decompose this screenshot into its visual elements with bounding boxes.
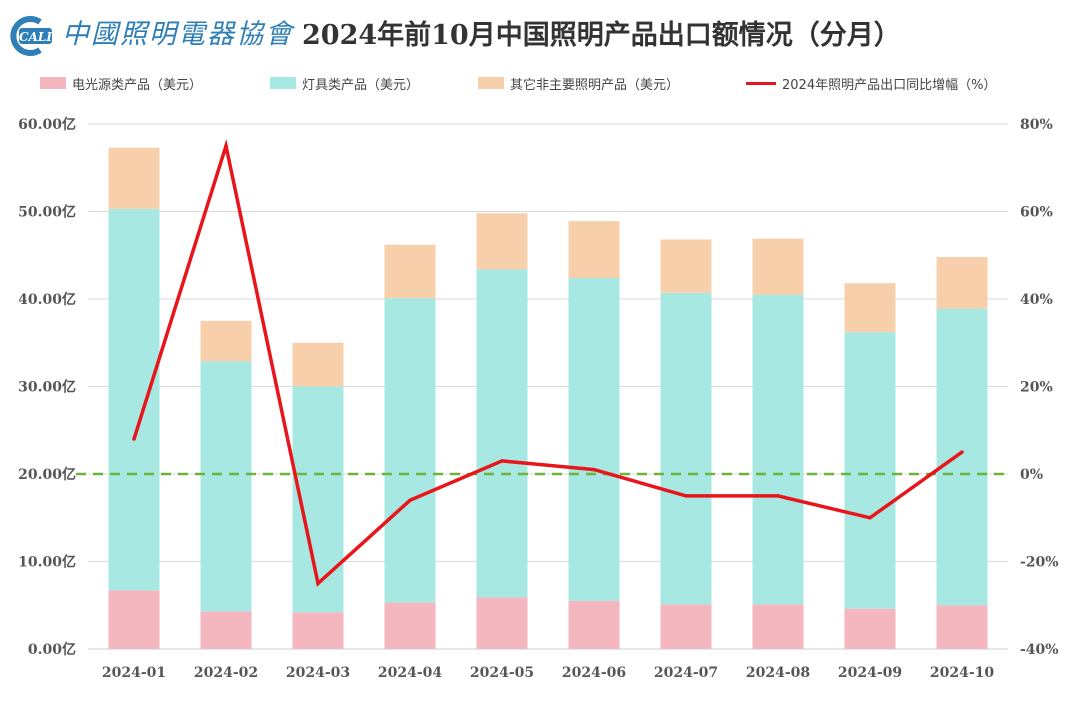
bar-segment-luminaire	[476, 269, 528, 598]
bar-segment-light-source	[200, 611, 252, 649]
bar-segment-other	[108, 147, 160, 209]
growth-line-point	[684, 494, 688, 498]
bar-segment-other	[660, 239, 712, 293]
growth-line-point	[776, 494, 780, 498]
legend-swatch-luminaire	[270, 77, 296, 89]
y-right-tick-label: 0%	[1020, 467, 1043, 483]
bar-segment-luminaire	[660, 292, 712, 605]
y-right-tick-label: 60%	[1020, 205, 1053, 221]
y-right-tick-label: -20%	[1020, 555, 1059, 571]
y-left-tick-label: 60.00亿	[18, 116, 76, 133]
growth-line-point	[592, 467, 596, 472]
bar-segment-light-source	[108, 590, 160, 649]
legend-label-other: 其它非主要照明产品（美元）	[510, 77, 680, 93]
logo-badge-text: CALI	[19, 30, 52, 44]
bar-segment-light-source	[752, 604, 804, 649]
bar-segment-luminaire	[752, 294, 804, 605]
logo-c-icon	[10, 16, 42, 56]
y-left-tick-label: 30.00亿	[18, 379, 76, 396]
bar-segment-other	[568, 221, 620, 278]
growth-line-point	[408, 498, 412, 503]
bar-segment-other	[752, 238, 804, 295]
y-axis-left: 0.00亿 10.00亿 20.00亿 30.00亿 40.00亿 50.00亿 60.00…	[18, 116, 76, 658]
bar-segment-light-source	[936, 605, 988, 649]
x-tick-label: 2024-09	[838, 665, 902, 681]
growth-line-point	[316, 581, 320, 586]
x-tick-label: 2024-07	[654, 665, 718, 681]
legend-label-light-source: 电光源类产品（美元）	[72, 77, 203, 93]
x-tick-label: 2024-01	[102, 665, 166, 681]
bar-segment-other	[384, 244, 436, 299]
bar-segment-light-source	[292, 612, 344, 649]
bar-segment-luminaire	[568, 278, 620, 601]
growth-line-point	[960, 450, 964, 454]
y-left-tick-label: 10.00亿	[18, 554, 76, 571]
legend-label-luminaire: 灯具类产品（美元）	[302, 77, 420, 93]
bar-segment-light-source	[844, 608, 896, 649]
x-tick-label: 2024-04	[378, 665, 443, 681]
stacked-bar-line-chart: 0.00亿 10.00亿 20.00亿 30.00亿 40.00亿 50.00亿 60.00…	[18, 116, 1059, 681]
growth-line-point	[132, 437, 136, 441]
y-right-tick-label: 80%	[1020, 117, 1053, 133]
x-tick-label: 2024-05	[470, 665, 534, 681]
x-tick-label: 2024-10	[930, 665, 995, 681]
x-tick-label: 2024-02	[194, 665, 258, 681]
bar-segment-other	[292, 342, 344, 387]
bar-segment-light-source	[660, 604, 712, 649]
legend-swatch-light-source	[40, 77, 66, 89]
bar-segment-luminaire	[384, 298, 436, 603]
chart-title: 2024年前10月中国照明产品出口额情况（分月）	[302, 20, 901, 51]
y-left-tick-label: 40.00亿	[18, 291, 76, 308]
logo-badge: CALI	[10, 16, 52, 56]
y-left-tick-label: 0.00亿	[28, 641, 76, 658]
legend: 电光源类产品（美元） 灯具类产品（美元） 其它非主要照明产品（美元） 2024年…	[40, 72, 1070, 94]
growth-line-point	[224, 144, 228, 148]
bar-segment-light-source	[568, 600, 620, 649]
legend-item-other: 其它非主要照明产品（美元）	[478, 72, 679, 94]
header: CALI 中國照明電器協會 2024年前10月中国照明产品出口额情况（分月）	[0, 0, 1080, 62]
legend-item-luminaire: 灯具类产品（美元）	[270, 72, 419, 94]
bar-segment-luminaire	[108, 208, 160, 591]
bar-segment-luminaire	[936, 308, 988, 606]
x-tick-label: 2024-06	[562, 665, 626, 681]
y-axis-right: -40% -20% 0% 20% 40% 60% 80%	[1020, 117, 1059, 658]
legend-swatch-other	[478, 77, 504, 89]
growth-line-point	[868, 515, 872, 520]
bar-segment-light-source	[476, 597, 528, 649]
legend-label-growth: 2024年照明产品出口同比增幅（%）	[782, 77, 997, 93]
y-left-tick-label: 50.00亿	[18, 204, 76, 221]
bar-segment-luminaire	[844, 332, 896, 609]
growth-line	[132, 138, 964, 587]
bar-segment-other	[476, 213, 528, 270]
legend-item-light-source: 电光源类产品（美元）	[40, 72, 202, 94]
organization-logo-text: 中國照明電器協會	[62, 19, 294, 50]
x-axis: 2024-01 2024-02 2024-03 2024-04 2024-05 2024-…	[88, 648, 1008, 681]
x-tick-label: 2024-08	[746, 665, 810, 681]
legend-item-growth: 2024年照明产品出口同比增幅（%）	[746, 72, 996, 94]
bar-segment-other	[844, 283, 896, 333]
bars	[108, 147, 988, 649]
y-right-tick-label: 40%	[1020, 292, 1053, 308]
x-tick-label: 2024-03	[286, 665, 350, 681]
bar-segment-other	[200, 320, 252, 362]
bar-segment-other	[936, 257, 988, 309]
growth-line-group	[132, 138, 964, 587]
growth-line-point	[500, 459, 504, 463]
bar-segment-light-source	[384, 602, 436, 649]
bar-segment-luminaire	[200, 361, 252, 612]
y-right-tick-label: 20%	[1020, 380, 1053, 396]
y-right-tick-label: -40%	[1020, 642, 1059, 658]
legend-swatch-growth-line	[746, 81, 776, 85]
y-left-tick-label: 20.00亿	[18, 466, 76, 483]
